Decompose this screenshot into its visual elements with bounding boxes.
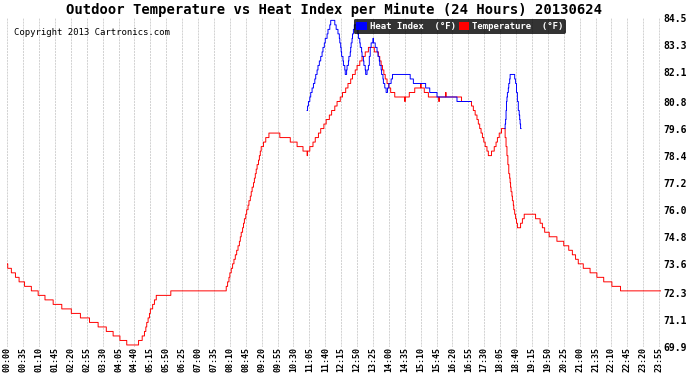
Legend: Heat Index  (°F), Temperature  (°F): Heat Index (°F), Temperature (°F) (354, 20, 566, 34)
Text: Copyright 2013 Cartronics.com: Copyright 2013 Cartronics.com (14, 28, 170, 37)
Title: Outdoor Temperature vs Heat Index per Minute (24 Hours) 20130624: Outdoor Temperature vs Heat Index per Mi… (66, 3, 602, 17)
